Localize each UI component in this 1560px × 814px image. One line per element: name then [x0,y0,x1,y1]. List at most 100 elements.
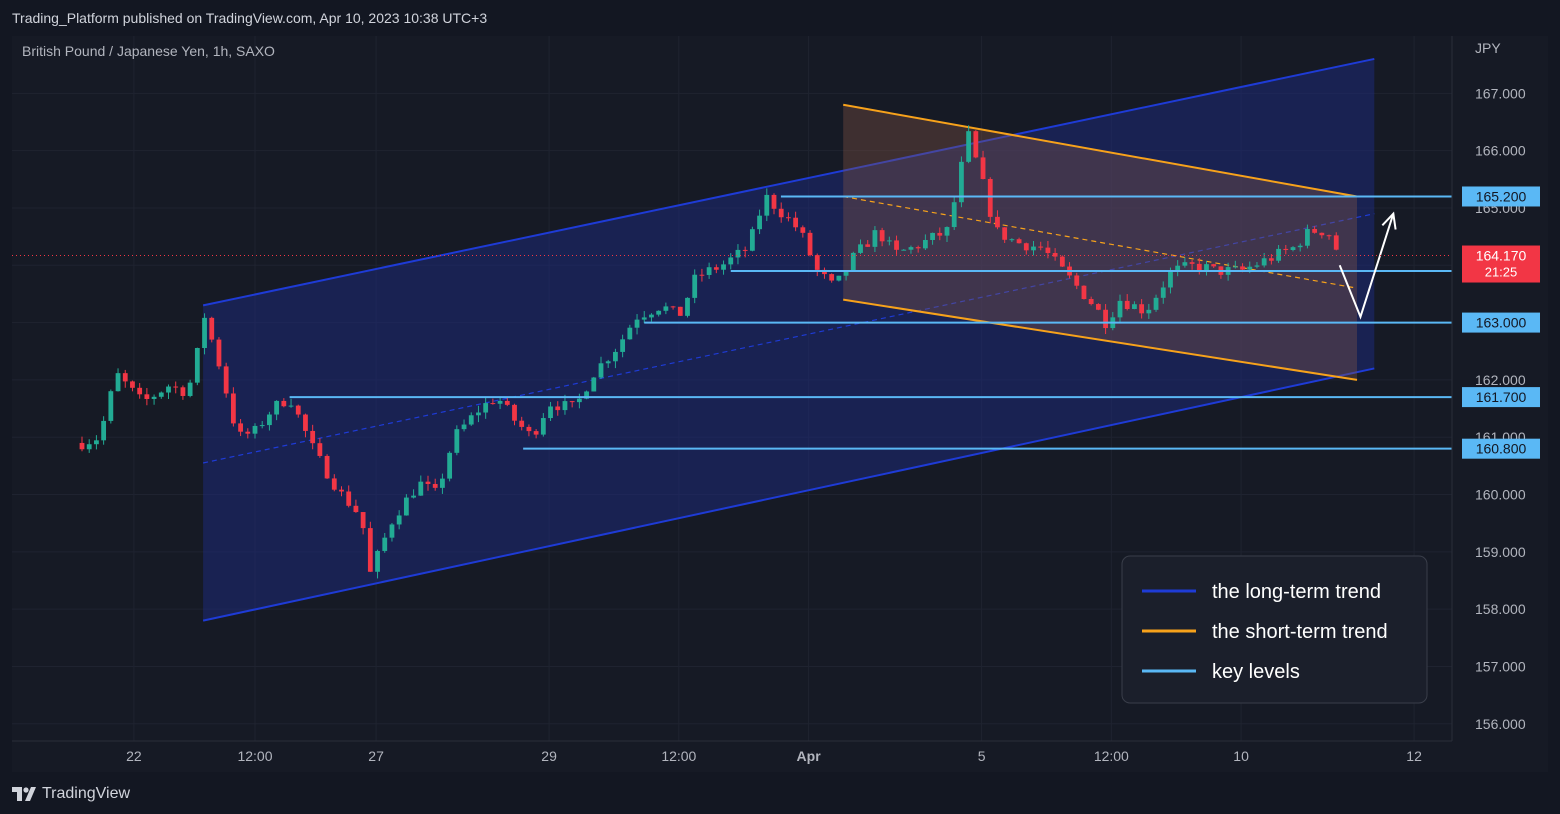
legend-label: the short-term trend [1212,621,1388,643]
candle-body [411,495,416,498]
candle-body [274,400,280,415]
candle-body [1146,309,1152,314]
candle-body [1189,262,1195,264]
candle-body [1088,299,1094,305]
candle-body [540,418,546,435]
y-tick-label: 166.000 [1475,143,1526,159]
candle-body [706,267,712,275]
short-channel-lower-line [843,298,1358,381]
candle-body [353,505,359,513]
candle-body [1261,258,1267,266]
candle-body [151,396,157,399]
candle-body [843,270,849,276]
candle-body [598,363,604,378]
candle-body [886,240,892,242]
candle-body [1232,266,1238,268]
candle-body [1204,264,1209,270]
candle-body [1297,245,1303,248]
long-term-trend-channel[interactable] [202,57,1375,622]
key-level-label-bg [1462,438,1540,459]
published-info: Trading_Platform published on TradingVie… [12,10,488,26]
candle-body [814,255,820,270]
candle-body [800,227,806,233]
y-tick-label: 160.000 [1475,487,1526,503]
candle-body [1153,297,1159,310]
candle-body [742,249,748,251]
candle-body [512,404,517,421]
candle-body [194,347,200,383]
candle-body [836,275,842,281]
x-tick-label: 5 [978,748,986,764]
candle-body [216,339,222,367]
candle-body [468,415,474,425]
candle-body [713,267,719,270]
candlestick-series [79,125,1339,579]
candle-body [1240,266,1245,270]
candle-body [1254,265,1260,267]
candle-body [281,400,287,407]
x-tick-label: Apr [797,748,822,764]
x-tick-label: 27 [368,748,384,764]
candle-body [562,401,568,411]
candle-body [396,515,402,525]
candle-body [137,387,143,395]
candle-body [1132,304,1137,310]
candle-body [757,215,762,230]
candle-body [115,373,121,392]
legend: the long-term trend the short-term trend k… [1121,555,1428,704]
candle-body [865,244,871,247]
candle-body [346,491,352,506]
candle-body [605,361,611,364]
chart-area[interactable]: 156.000 157.000 158.000 159.000 160.000 161.0… [12,36,1548,772]
time-axis[interactable]: 22 12:00 27 29 12:00 Apr 5 12:00 10 12 [126,748,1422,764]
candle-body [1290,247,1296,250]
candle-body [180,387,186,396]
candle-body [613,351,618,362]
candle-body [1283,248,1289,250]
candle-body [959,161,964,203]
candle-body [1326,235,1332,237]
candle-body [987,179,993,217]
key-level-label: 161.700 [1476,389,1527,405]
candle-body [259,425,265,427]
candle-body [901,249,907,251]
candle-body [858,244,863,253]
key-levels[interactable] [289,195,1452,450]
candle-body [94,440,99,445]
candle-body [497,400,503,404]
tradingview-logo[interactable]: TradingView [12,785,130,803]
tradingview-logo-text: TradingView [42,785,131,802]
candle-body [1052,253,1058,257]
candle-body [749,229,755,251]
candle-body [872,230,878,247]
candle-body [209,317,215,340]
candle-body [360,512,366,529]
candle-body [973,131,979,158]
candle-body [728,257,734,265]
candle-body [158,392,164,397]
candle-body [634,319,640,328]
time-axis-bg[interactable] [12,741,1548,772]
candle-body [1319,232,1325,236]
candle-body [951,202,957,228]
candle-body [310,430,316,444]
candle-body [1333,235,1339,250]
candle-body [930,232,935,240]
candle-body [1196,263,1202,270]
candle-body [922,239,928,249]
price-chart[interactable]: 156.000157.000158.000159.000160.000161.0… [12,36,1548,772]
candle-body [649,314,654,318]
projection-arrow[interactable] [1338,211,1397,320]
candle-body [1045,247,1051,254]
candle-body [202,317,207,348]
candle-body [656,310,662,315]
candle-body [584,391,589,399]
short-term-trend-channel[interactable] [843,103,1358,381]
candle-body [1103,309,1108,329]
candle-body [1095,304,1101,310]
candle-body [1247,266,1253,270]
tradingview-logo-icon [12,787,36,801]
candle-body [223,366,229,394]
candle-body [317,443,323,456]
candle-body [86,444,92,450]
